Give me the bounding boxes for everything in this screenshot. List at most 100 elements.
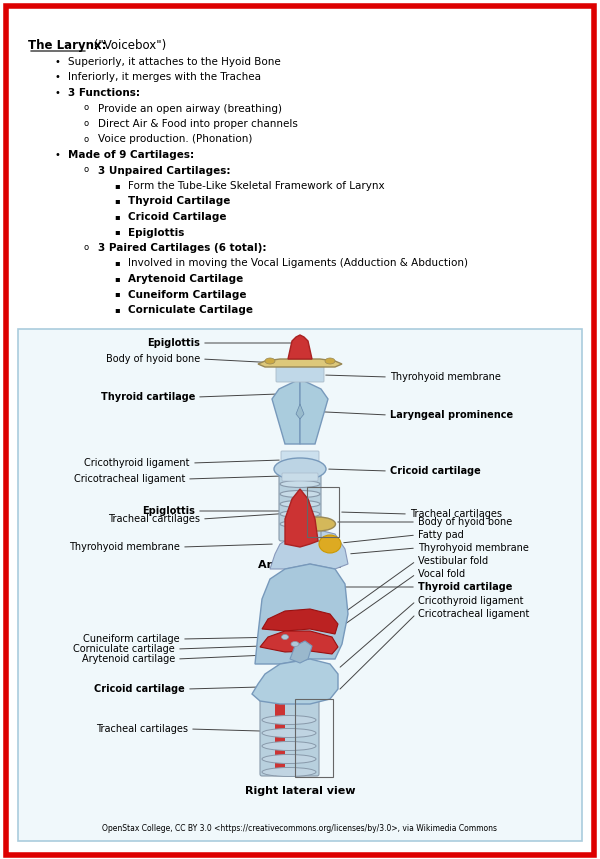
Text: ▪: ▪ (114, 181, 119, 190)
Text: Thyroid cartilage: Thyroid cartilage (101, 392, 195, 402)
Text: Right lateral view: Right lateral view (245, 786, 355, 796)
Text: Laryngeal prominence: Laryngeal prominence (390, 410, 513, 420)
Text: Epiglottis: Epiglottis (128, 228, 184, 237)
Text: Corniculate cartilage: Corniculate cartilage (73, 644, 175, 654)
Ellipse shape (262, 754, 316, 764)
Text: Cuneiform cartilage: Cuneiform cartilage (83, 634, 180, 644)
Text: Provide an open airway (breathing): Provide an open airway (breathing) (98, 103, 282, 113)
Text: Tracheal cartilages: Tracheal cartilages (96, 724, 188, 734)
Text: ▪: ▪ (114, 212, 119, 221)
Text: Arytenoid Cartilage: Arytenoid Cartilage (128, 274, 243, 284)
Polygon shape (296, 404, 304, 419)
FancyBboxPatch shape (18, 329, 582, 841)
Text: 3 Functions:: 3 Functions: (68, 88, 140, 98)
Ellipse shape (280, 480, 320, 488)
Text: Body of hyoid bone: Body of hyoid bone (418, 517, 512, 527)
Text: ▪: ▪ (114, 259, 119, 267)
Text: 3 Unpaired Cartilages:: 3 Unpaired Cartilages: (98, 166, 230, 175)
Text: Direct Air & Food into proper channels: Direct Air & Food into proper channels (98, 119, 298, 129)
Text: Thyroid cartilage: Thyroid cartilage (418, 582, 512, 592)
Text: Cricothyroid ligament: Cricothyroid ligament (85, 458, 190, 468)
Polygon shape (255, 564, 348, 664)
Text: Thyroid Cartilage: Thyroid Cartilage (128, 197, 230, 206)
Text: Thyrohyoid membrane: Thyrohyoid membrane (390, 372, 501, 382)
Text: Inferiorly, it merges with the Trachea: Inferiorly, it merges with the Trachea (68, 72, 261, 82)
Text: Vocal fold: Vocal fold (418, 569, 465, 579)
Ellipse shape (301, 517, 335, 531)
Polygon shape (258, 359, 342, 367)
Ellipse shape (280, 490, 320, 497)
FancyBboxPatch shape (282, 473, 318, 481)
Polygon shape (260, 631, 338, 654)
Polygon shape (285, 489, 318, 547)
Text: o: o (84, 166, 89, 174)
Polygon shape (252, 659, 338, 704)
Polygon shape (272, 379, 300, 444)
Text: o: o (84, 135, 89, 143)
FancyBboxPatch shape (279, 472, 321, 541)
Polygon shape (288, 335, 312, 359)
Text: Cricoid cartilage: Cricoid cartilage (94, 684, 185, 694)
Text: Thyrohyoid membrane: Thyrohyoid membrane (418, 543, 529, 553)
Text: Arytenoid cartilage: Arytenoid cartilage (82, 654, 175, 664)
Polygon shape (300, 379, 328, 444)
Text: o: o (84, 119, 89, 128)
Ellipse shape (274, 458, 326, 480)
Text: Cricoid Cartilage: Cricoid Cartilage (128, 212, 227, 222)
Text: •: • (54, 88, 60, 98)
Text: Made of 9 Cartilages:: Made of 9 Cartilages: (68, 150, 194, 160)
Text: Cricotracheal ligament: Cricotracheal ligament (74, 474, 185, 484)
Ellipse shape (265, 358, 275, 364)
Text: o: o (84, 243, 89, 252)
FancyBboxPatch shape (275, 694, 285, 776)
Ellipse shape (281, 635, 289, 639)
Text: o: o (84, 103, 89, 113)
Ellipse shape (262, 767, 316, 777)
Ellipse shape (280, 521, 320, 527)
Ellipse shape (262, 728, 316, 738)
Text: ▪: ▪ (114, 228, 119, 236)
Polygon shape (290, 641, 312, 663)
Text: ▪: ▪ (114, 289, 119, 298)
Text: Cricotracheal ligament: Cricotracheal ligament (418, 609, 529, 619)
Text: •: • (54, 57, 60, 67)
Polygon shape (270, 529, 348, 569)
Text: OpenStax College, CC BY 3.0 <https://creativecommons.org/licenses/by/3.0>, via W: OpenStax College, CC BY 3.0 <https://cre… (103, 824, 497, 833)
Text: Superiorly, it attaches to the Hyoid Bone: Superiorly, it attaches to the Hyoid Bon… (68, 57, 281, 67)
Text: Cuneiform Cartilage: Cuneiform Cartilage (128, 289, 247, 300)
Ellipse shape (262, 741, 316, 751)
Text: Epiglottis: Epiglottis (147, 338, 200, 348)
Text: •: • (54, 150, 60, 160)
Text: Body of hyoid bone: Body of hyoid bone (106, 354, 200, 364)
Text: •: • (54, 72, 60, 82)
Text: Anterior view: Anterior view (258, 560, 342, 570)
Text: 3 Paired Cartilages (6 total):: 3 Paired Cartilages (6 total): (98, 243, 266, 253)
Text: Form the Tube-Like Skeletal Framework of Larynx: Form the Tube-Like Skeletal Framework of… (128, 181, 385, 191)
Text: Thyrohyoid membrane: Thyrohyoid membrane (69, 542, 180, 552)
Text: Vestibular fold: Vestibular fold (418, 556, 488, 566)
Text: ▪: ▪ (114, 197, 119, 205)
Text: ▪: ▪ (114, 274, 119, 283)
Ellipse shape (291, 642, 299, 647)
Ellipse shape (262, 716, 316, 724)
Ellipse shape (325, 358, 335, 364)
Text: ▪: ▪ (114, 305, 119, 314)
FancyBboxPatch shape (276, 365, 324, 382)
Text: Tracheal cartilages: Tracheal cartilages (108, 514, 200, 524)
Ellipse shape (319, 535, 341, 553)
Text: Corniculate Cartilage: Corniculate Cartilage (128, 305, 253, 315)
FancyBboxPatch shape (281, 451, 319, 465)
Ellipse shape (280, 510, 320, 517)
Text: Cricoid cartilage: Cricoid cartilage (390, 466, 481, 476)
Text: Cricothyroid ligament: Cricothyroid ligament (418, 596, 523, 606)
Polygon shape (262, 609, 338, 634)
Text: Epiglottis: Epiglottis (142, 506, 195, 516)
Text: Voice production. (Phonation): Voice production. (Phonation) (98, 135, 253, 144)
Text: Fatty pad: Fatty pad (418, 530, 464, 540)
Text: Tracheal cartilages: Tracheal cartilages (410, 509, 502, 519)
Text: Involved in moving the Vocal Ligaments (Adduction & Abduction): Involved in moving the Vocal Ligaments (… (128, 259, 468, 269)
Text: The Larynx:: The Larynx: (28, 39, 107, 52)
FancyBboxPatch shape (260, 692, 319, 776)
Ellipse shape (280, 501, 320, 508)
Text: ("Voicebox"): ("Voicebox") (90, 39, 166, 52)
